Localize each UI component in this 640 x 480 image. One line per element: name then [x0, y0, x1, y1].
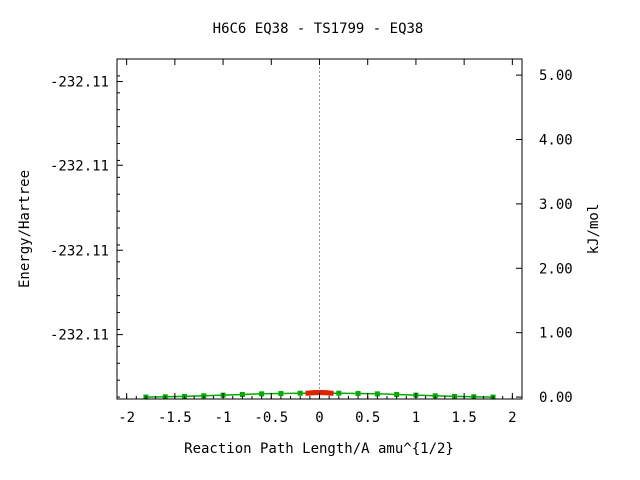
- series-point-0: [239, 391, 245, 397]
- x-tick-label: -1.5: [158, 410, 192, 426]
- series-point-1: [314, 390, 320, 396]
- x-axis-label: Reaction Path Length/A amu^{1/2}: [184, 441, 454, 457]
- series-point-0: [201, 393, 207, 399]
- x-tick-label: 0.5: [355, 410, 380, 426]
- x-tick-label: -0.5: [254, 410, 288, 426]
- x-tick-label: 1.5: [451, 410, 476, 426]
- series-point-0: [374, 391, 380, 397]
- x-tick-label: 2: [508, 410, 516, 426]
- series-point-0: [355, 391, 361, 397]
- x-tick-label: 1: [412, 410, 420, 426]
- series-point-1: [328, 390, 334, 396]
- x-tick-label: 0: [315, 410, 323, 426]
- series-point-0: [297, 390, 303, 396]
- y-axis-right: 5.00 4.00 3.00 2.00 1.00 0.00: [516, 68, 573, 406]
- x-tick-label: -2: [118, 410, 135, 426]
- y-axis-left: -232.11 -232.11 -232.11 -232.11: [50, 75, 123, 398]
- x-tick-label: -1: [215, 410, 232, 426]
- series-point-1: [305, 390, 311, 396]
- series-point-0: [432, 393, 438, 399]
- series-point-0: [259, 391, 265, 397]
- series-point-0: [394, 391, 400, 397]
- y-right-tick-label: 5.00: [539, 68, 573, 84]
- y-left-tick-label: -232.11: [50, 328, 109, 344]
- y-right-tick-label: 0.00: [539, 390, 573, 406]
- y-right-tick-label: 4.00: [539, 132, 573, 148]
- series-point-1: [311, 390, 317, 396]
- series-point-1: [317, 390, 322, 396]
- series-point-0: [278, 391, 284, 397]
- series-point-0: [336, 390, 342, 396]
- series-point-1: [308, 390, 314, 396]
- y-axis-right-label: kJ/mol: [586, 204, 602, 255]
- y-right-tick-label: 1.00: [539, 326, 573, 342]
- x-axis: -2 -1.5 -1 -0.5 0 0.5 1 1.5 2: [116, 59, 523, 426]
- chart-title: H6C6 EQ38 - TS1799 - EQ38: [213, 21, 424, 37]
- y-left-tick-label: -232.11: [50, 158, 109, 174]
- y-left-tick-label: -232.11: [50, 243, 109, 259]
- series-point-1: [325, 390, 331, 396]
- series-point-1: [319, 390, 325, 396]
- y-left-tick-label: -232.11: [50, 75, 109, 91]
- y-right-tick-label: 3.00: [539, 197, 573, 213]
- y-axis-left-label: Energy/Hartree: [17, 170, 33, 288]
- y-right-tick-label: 2.00: [539, 261, 573, 277]
- series-point-1: [322, 390, 328, 396]
